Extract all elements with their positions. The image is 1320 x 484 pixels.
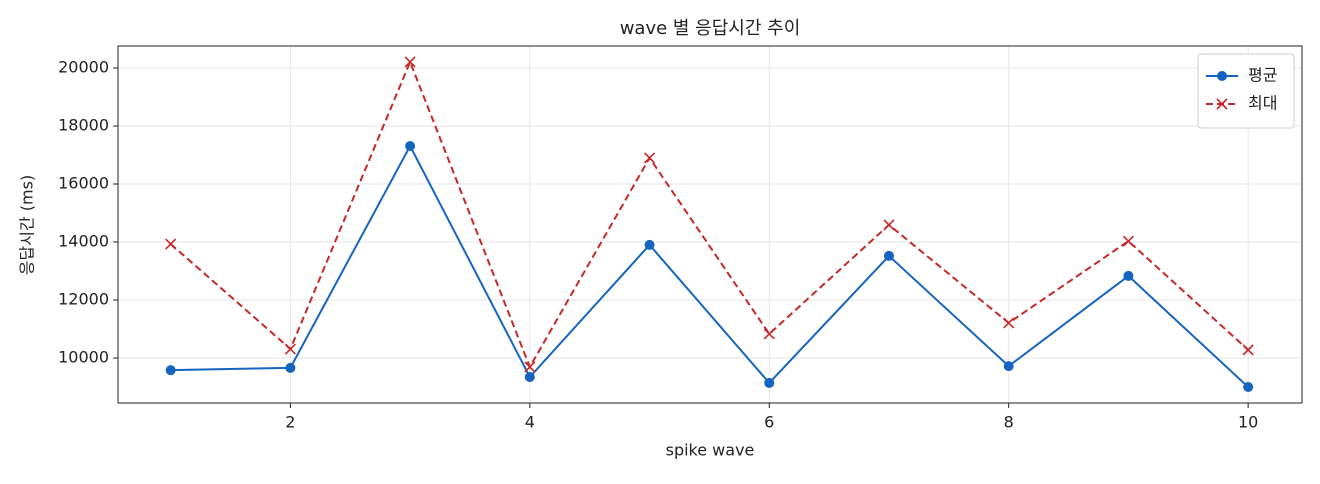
legend-marker <box>1216 98 1228 110</box>
point <box>1242 344 1254 356</box>
y-axis-label: 응답시간 (ms) <box>18 175 37 275</box>
point <box>404 56 416 68</box>
point <box>1243 381 1254 392</box>
point <box>763 328 775 340</box>
x-axis-label: spike wave <box>666 441 755 460</box>
x-tick-label: 2 <box>285 413 295 432</box>
legend-label: 최대 <box>1248 94 1277 113</box>
legend-label: 평균 <box>1248 66 1277 85</box>
point <box>883 219 895 231</box>
chart-title: wave 별 응답시간 추이 <box>620 18 801 39</box>
point <box>524 361 536 373</box>
x-tick-label: 4 <box>525 413 535 432</box>
x-tick-label: 10 <box>1238 413 1258 432</box>
point <box>284 343 296 355</box>
point <box>524 371 535 382</box>
point <box>644 239 655 250</box>
series-line <box>170 143 1249 388</box>
y-tick-label: 16000 <box>58 174 109 193</box>
point <box>165 238 177 250</box>
y-tick-label: 20000 <box>58 58 109 77</box>
y-tick-label: 12000 <box>58 289 109 308</box>
y-tick-label: 14000 <box>58 232 109 251</box>
point <box>165 365 176 376</box>
point <box>285 362 296 373</box>
series-line <box>170 59 1249 370</box>
plot-frame <box>117 45 1303 404</box>
y-tick-label: 18000 <box>58 116 109 135</box>
point <box>1123 270 1134 281</box>
x-tick-label: 6 <box>764 413 774 432</box>
point <box>643 152 656 164</box>
point <box>1122 235 1134 247</box>
point <box>883 250 894 261</box>
point <box>405 141 416 152</box>
legend-marker <box>1217 71 1227 81</box>
x-tick-label: 8 <box>1004 413 1014 432</box>
point <box>1003 361 1014 372</box>
legend-box <box>1197 53 1295 129</box>
point <box>764 377 775 388</box>
point <box>1003 317 1015 329</box>
y-tick-label: 10000 <box>58 347 109 366</box>
